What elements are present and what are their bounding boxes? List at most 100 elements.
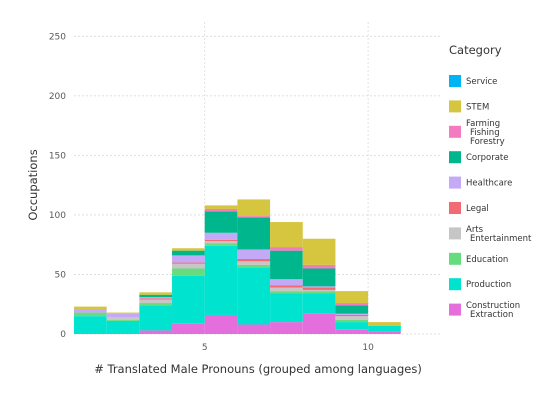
- grid-lines: [74, 22, 440, 335]
- legend-item: Education: [449, 252, 508, 265]
- bar-segment: [74, 306, 107, 309]
- legend-swatch: [449, 202, 461, 214]
- bar-segment: [237, 258, 271, 262]
- bar-segment: [106, 317, 140, 320]
- x-tick-label: 10: [362, 343, 374, 353]
- bar-segment: [204, 239, 238, 242]
- bar-segment: [172, 263, 205, 269]
- legend-label: Service: [466, 77, 497, 87]
- bar-segment: [302, 293, 336, 314]
- legend-item: Legal: [449, 202, 489, 214]
- bar-segment: [106, 320, 140, 334]
- bar-segment: [302, 291, 336, 294]
- y-tick-label: 250: [49, 32, 66, 42]
- bar-segment: [204, 211, 238, 233]
- bar-segment: [172, 262, 205, 264]
- legend-label: Construction Extraction: [466, 301, 520, 320]
- bar-segment: [302, 264, 336, 269]
- bar-segment: [368, 325, 401, 332]
- legend-swatch: [449, 252, 461, 265]
- bar-segment: [270, 250, 303, 280]
- y-tick-label: 100: [49, 211, 66, 221]
- x-axis-ticks: 5 10: [202, 343, 374, 353]
- bar-segment: [335, 322, 369, 330]
- bars: [74, 199, 401, 334]
- bar-segment: [204, 232, 238, 240]
- bar-segment: [139, 298, 173, 300]
- legend-item: Construction Extraction: [449, 301, 520, 320]
- legend-item: Corporate: [449, 151, 509, 164]
- bar-segment: [237, 264, 271, 268]
- bar-segment: [172, 268, 205, 276]
- bar-segment: [368, 331, 401, 334]
- bar-segment: [172, 275, 205, 324]
- legend-label: Legal: [466, 204, 489, 214]
- legend-swatch: [449, 125, 461, 138]
- legend-swatch: [449, 176, 461, 189]
- legend-swatch: [449, 75, 461, 87]
- legend-item: Service: [449, 75, 497, 87]
- bar-segment: [237, 199, 271, 217]
- bar-segment: [106, 312, 140, 314]
- x-axis-title: # Translated Male Pronouns (grouped amon…: [94, 362, 422, 376]
- y-tick-label: 0: [60, 330, 66, 340]
- legend-item: STEM: [449, 100, 489, 113]
- bar-segment: [204, 243, 238, 246]
- legend-item: Production: [449, 278, 511, 291]
- bar-segment: [172, 250, 205, 256]
- bar-segment: [302, 289, 336, 292]
- legend-label: Healthcare: [466, 179, 512, 189]
- bar-segment: [204, 241, 238, 244]
- bar-segment: [204, 245, 238, 315]
- bar-segment: [139, 299, 173, 304]
- bar-segment: [106, 313, 140, 318]
- bar-segment: [270, 322, 303, 334]
- bar-segment: [302, 313, 336, 334]
- legend-swatch: [449, 278, 461, 291]
- bar-segment: [74, 308, 107, 313]
- bar-segment: [74, 316, 107, 334]
- bar-segment: [204, 314, 238, 334]
- y-tick-label: 50: [55, 270, 67, 280]
- bar-segment: [335, 313, 369, 315]
- bar-segment: [139, 292, 173, 295]
- bar-segment: [302, 268, 336, 287]
- legend-item: Healthcare: [449, 176, 512, 189]
- bar-segment: [237, 216, 271, 218]
- bar-segment: [204, 205, 238, 209]
- bar-segment: [270, 247, 303, 251]
- bar-segment: [139, 305, 173, 331]
- legend-swatch: [449, 151, 461, 164]
- bar-segment: [335, 316, 369, 320]
- bar-segment: [172, 323, 205, 334]
- bar-segment: [335, 319, 369, 323]
- bar-segment: [139, 297, 173, 299]
- bar-segment: [139, 303, 173, 306]
- legend-item: Arts Entertainment: [449, 225, 532, 244]
- bar-segment: [335, 305, 369, 314]
- bar-segment: [237, 267, 271, 325]
- bar-segment: [106, 319, 140, 321]
- bar-segment: [204, 208, 238, 212]
- legend: Service STEM Farming Fishing Forestry Corpora…: [449, 75, 532, 320]
- bar-segment: [172, 255, 205, 263]
- legend-label: Production: [466, 280, 511, 290]
- bar-segment: [335, 291, 369, 304]
- bar-segment: [368, 322, 401, 326]
- bar-segment: [270, 287, 303, 292]
- bar-segment: [335, 303, 369, 306]
- bar-segment: [335, 314, 369, 317]
- x-tick-label: 5: [202, 343, 208, 353]
- legend-item: Farming Fishing Forestry: [449, 119, 505, 147]
- bar-segment: [172, 248, 205, 251]
- bar-segment: [139, 330, 173, 334]
- legend-swatch: [449, 303, 461, 316]
- bar-segment: [270, 285, 303, 288]
- bar-segment: [139, 294, 173, 298]
- bar-segment: [270, 291, 303, 294]
- bar-segment: [335, 329, 369, 334]
- bar-segment: [302, 238, 336, 265]
- bar-segment: [237, 217, 271, 250]
- bar-segment: [270, 279, 303, 286]
